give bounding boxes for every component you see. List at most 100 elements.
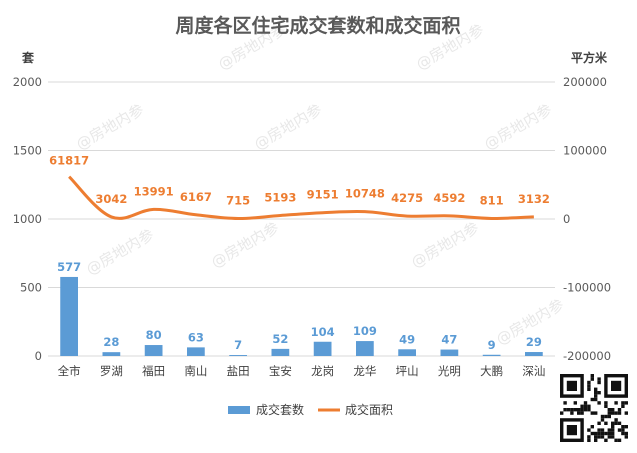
qr-module — [607, 411, 611, 415]
line-value-label: 10748 — [345, 187, 385, 201]
bar — [271, 348, 290, 356]
qr-module — [587, 404, 591, 408]
line-value-label: 5193 — [264, 190, 296, 204]
qr-module — [587, 387, 591, 391]
qr-module — [624, 425, 628, 429]
bar-value-label: 28 — [103, 335, 119, 349]
line-series-path — [68, 175, 534, 221]
bar — [356, 341, 374, 356]
qr-module — [587, 380, 591, 385]
qr-module — [597, 401, 601, 405]
qr-module — [597, 421, 601, 425]
qr-finder-core — [566, 380, 577, 391]
left-tick-label: 1000 — [13, 212, 42, 226]
qr-module — [563, 408, 567, 412]
qr-module — [594, 435, 598, 439]
qr-module — [587, 438, 591, 442]
watermark-text: @房地内参 — [481, 100, 555, 153]
category-label: 光明 — [438, 364, 461, 378]
qr-module — [611, 431, 615, 436]
qr-module — [604, 431, 608, 436]
qr-module — [621, 401, 625, 405]
qr-module — [597, 428, 601, 432]
right-tick-label: 100000 — [563, 144, 607, 158]
category-label: 南山 — [184, 364, 207, 378]
qr-module — [607, 435, 611, 439]
qr-module — [600, 428, 605, 432]
bar — [482, 354, 501, 356]
qr-module — [580, 404, 584, 408]
left-tick-label: 500 — [20, 281, 42, 295]
qr-module — [607, 431, 611, 436]
qr-module — [617, 421, 622, 425]
qr-module — [580, 411, 584, 415]
gridlines — [48, 81, 555, 357]
qr-module — [611, 421, 615, 425]
qr-module — [590, 431, 594, 436]
qr-module — [604, 401, 608, 405]
right-axis-label: 平方米 — [571, 50, 608, 65]
qr-module — [594, 438, 598, 442]
qr-module — [607, 428, 611, 432]
left-tick-label: 0 — [35, 349, 42, 363]
qr-module — [590, 425, 594, 429]
qr-module — [590, 374, 594, 378]
line-value-label: 3042 — [95, 192, 127, 206]
qr-module — [611, 411, 615, 415]
line-value-label: 4592 — [433, 191, 465, 205]
qr-module — [587, 435, 591, 439]
bar — [187, 347, 205, 356]
qr-module — [597, 377, 601, 381]
qr-finder-core — [611, 380, 622, 391]
right-tick-label: 200000 — [563, 75, 607, 89]
qr-module — [614, 418, 618, 422]
qr-module — [577, 411, 581, 415]
qr-module — [570, 408, 574, 412]
qr-module — [566, 408, 571, 412]
category-label: 罗湖 — [100, 364, 123, 378]
right-tick-label: 0 — [563, 212, 570, 226]
qr-module — [597, 380, 601, 385]
bar — [229, 355, 247, 356]
watermark-text: @房地内参 — [251, 100, 325, 153]
category-label: 大鹏 — [480, 364, 503, 378]
qr-module — [580, 408, 584, 412]
qr-module — [594, 397, 598, 402]
qr-module — [621, 428, 625, 432]
qr-module — [611, 425, 615, 429]
qr-module — [560, 411, 564, 415]
qr-module — [600, 431, 605, 436]
qr-module — [587, 408, 591, 412]
watermark-text: @房地内参 — [83, 225, 157, 278]
bar — [440, 349, 459, 356]
category-label: 全市 — [58, 364, 81, 378]
right-tick-label: -200000 — [563, 349, 611, 363]
left-tick-label: 1500 — [13, 144, 42, 158]
qr-module — [597, 391, 601, 395]
qr-module — [573, 401, 577, 405]
qr-module — [617, 438, 622, 442]
bar-value-label: 47 — [441, 333, 457, 347]
qr-module — [594, 387, 598, 391]
qr-module — [604, 421, 608, 425]
legend-label-line: 成交面积 — [345, 402, 393, 417]
category-label: 坪山 — [396, 364, 419, 378]
left-tick-label: 2000 — [13, 75, 42, 89]
watermark-text: @房地内参 — [208, 218, 282, 271]
bar-value-label: 109 — [353, 324, 377, 338]
qr-module — [607, 414, 611, 419]
qr-module — [583, 408, 588, 412]
qr-module — [621, 425, 625, 429]
chart-title: 周度各区住宅成交套数和成交面积 — [175, 14, 460, 37]
qr-module — [611, 408, 615, 412]
qr-module — [624, 435, 628, 439]
qr-module — [604, 438, 608, 442]
bar-value-label: 9 — [488, 338, 496, 352]
qr-module — [617, 411, 622, 415]
bar-value-label: 49 — [399, 332, 415, 346]
qr-module — [600, 414, 605, 419]
qr-module — [614, 421, 618, 425]
line-value-label: 3132 — [518, 192, 550, 206]
category-label: 龙岗 — [311, 364, 334, 378]
